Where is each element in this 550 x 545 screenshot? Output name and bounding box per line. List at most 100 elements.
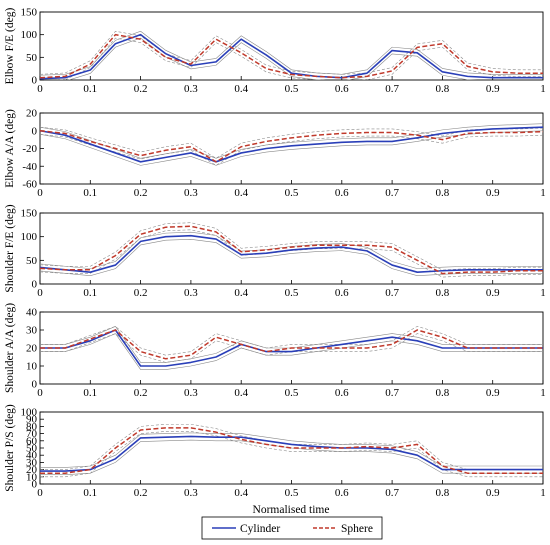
x-tick-label: 0.1 [83, 387, 97, 399]
y-tick-label: 40 [26, 307, 38, 319]
x-tick-label: 1 [540, 83, 546, 95]
x-tick-label: 0.2 [134, 187, 148, 199]
legend: Cylinder Sphere [201, 516, 383, 540]
x-tick-label: 0.4 [234, 83, 248, 95]
x-tick-label: 0.6 [335, 187, 349, 199]
sphere-line [40, 33, 543, 79]
x-tick-label: 0.1 [83, 83, 97, 95]
x-tick-label: 0.9 [486, 487, 500, 499]
x-tick-label: 1 [540, 387, 546, 399]
y-tick-label: 100 [21, 407, 38, 419]
legend-sphere-label: Sphere [341, 523, 373, 535]
x-tick-label: 0.6 [335, 387, 349, 399]
x-tick-label: 0.3 [184, 387, 198, 399]
x-tick-label: 1 [540, 287, 546, 299]
x-tick-label: 0.2 [134, 287, 148, 299]
x-tick-label: 0.3 [184, 187, 198, 199]
x-tick-label: 0.5 [285, 287, 299, 299]
x-tick-label: 0.7 [385, 287, 399, 299]
cylinder-sd-band-lower [40, 130, 543, 166]
x-tick-label: 0.9 [486, 187, 500, 199]
x-tick-label: 0 [37, 187, 43, 199]
y-tick-label: 150 [21, 7, 38, 19]
y-tick-label: 70 [26, 428, 38, 440]
panel-1: 0 50 100 150 0 0.1 0.2 0.3 0.4 0.5 0.6 0.7 0.8 0.9 1 El… [4, 7, 546, 96]
y-tick-label: 30 [26, 325, 38, 337]
y-tick-label: 0 [32, 479, 38, 491]
sphere-line [40, 225, 543, 275]
cylinder-line [40, 329, 543, 367]
cylinder-sd-band-upper [40, 123, 543, 159]
sphere-line [40, 130, 543, 163]
x-tick-label: 0.4 [234, 387, 248, 399]
x-tick-label: 0.2 [134, 83, 148, 95]
x-tick-label: 0.3 [184, 287, 198, 299]
x-tick-label: 0.4 [234, 187, 248, 199]
panel-3: 0 50 100 150 0 0.1 0.2 0.3 0.4 0.5 0.6 0.7 0.8 0.9 1 Sh… [4, 204, 546, 299]
x-tick-label: 0.5 [285, 187, 299, 199]
x-tick-label: 0.4 [234, 487, 248, 499]
y-tick-label: 50 [26, 52, 38, 64]
y-tick-label: 30 [26, 457, 38, 469]
x-tick-label: 0.1 [83, 187, 97, 199]
sphere-sd-band-upper [40, 423, 543, 470]
x-tick-label: 0.8 [436, 287, 450, 299]
x-tick-label: 0.2 [134, 487, 148, 499]
y-tick-label: 0 [32, 279, 38, 291]
x-tick-label: 0.9 [486, 287, 500, 299]
sphere-sd-band-upper [40, 222, 543, 271]
series-layer [40, 326, 543, 370]
x-tick-label: 0.9 [486, 387, 500, 399]
x-tick-label: 0 [37, 83, 43, 95]
y-tick-label: 40 [26, 450, 38, 462]
cylinder-sd-band-upper [40, 432, 543, 468]
y-tick-label: 10 [26, 471, 38, 483]
legend-box [201, 516, 383, 540]
y-axis-label: Shoulder P/S (deg) [4, 404, 16, 492]
cylinder-sd-band-lower [40, 238, 543, 277]
x-tick-label: 0.7 [385, 83, 399, 95]
x-tick-label: 0.6 [335, 287, 349, 299]
panel-2: -60 -40 -20 0 20 0 0.1 0.2 0.3 0.4 0.5 0.6 0.7 0.8 0.9… [4, 108, 546, 200]
x-tick-label: 0.8 [436, 387, 450, 399]
x-tick-label: 0.8 [436, 83, 450, 95]
y-tick-label: 50 [26, 255, 38, 267]
x-tick-label: 0.9 [486, 83, 500, 95]
y-axis-label: Elbow F/E (deg) [4, 8, 16, 85]
cylinder-line [40, 126, 543, 163]
sphere-sd-band-upper [40, 326, 543, 356]
cylinder-sd-band-lower [40, 333, 543, 370]
cylinder-sd-band-lower [40, 439, 543, 475]
x-tick-label: 0 [37, 387, 43, 399]
y-axis-label: Shoulder A/A (deg) [4, 303, 16, 393]
cylinder-sd-band-upper [40, 30, 543, 76]
x-tick-label: 1 [540, 487, 546, 499]
cylinder-line [40, 234, 543, 273]
y-tick-label: 0 [32, 379, 38, 391]
x-tick-label: 0.1 [83, 287, 97, 299]
sphere-line [40, 329, 543, 360]
y-tick-label: 20 [26, 464, 38, 476]
series-layer [40, 222, 543, 278]
series-layer [40, 123, 543, 166]
y-tick-label: 150 [21, 208, 38, 220]
x-tick-label: 0 [37, 487, 43, 499]
y-tick-label: -40 [22, 161, 37, 173]
cylinder-sd-band-lower [67, 37, 478, 80]
x-tick-label: 0 [37, 287, 43, 299]
x-tick-label: 0.5 [285, 83, 299, 95]
y-tick-label: 0 [32, 125, 38, 137]
sphere-sd-band-upper [40, 30, 543, 75]
sphere-sd-band-lower [40, 134, 543, 166]
y-tick-label: -60 [22, 179, 37, 191]
y-tick-label: 10 [26, 361, 38, 373]
sphere-line [40, 427, 543, 474]
series-layer [40, 30, 543, 80]
y-tick-label: 100 [21, 231, 38, 243]
y-tick-label: 80 [26, 421, 38, 433]
x-tick-label: 0.8 [436, 187, 450, 199]
series-layer [40, 423, 543, 478]
panel-4: 0 10 20 30 40 0 0.1 0.2 0.3 0.4 0.5 0.6 0.7 0.8 0.9 1 Sh… [4, 303, 546, 399]
